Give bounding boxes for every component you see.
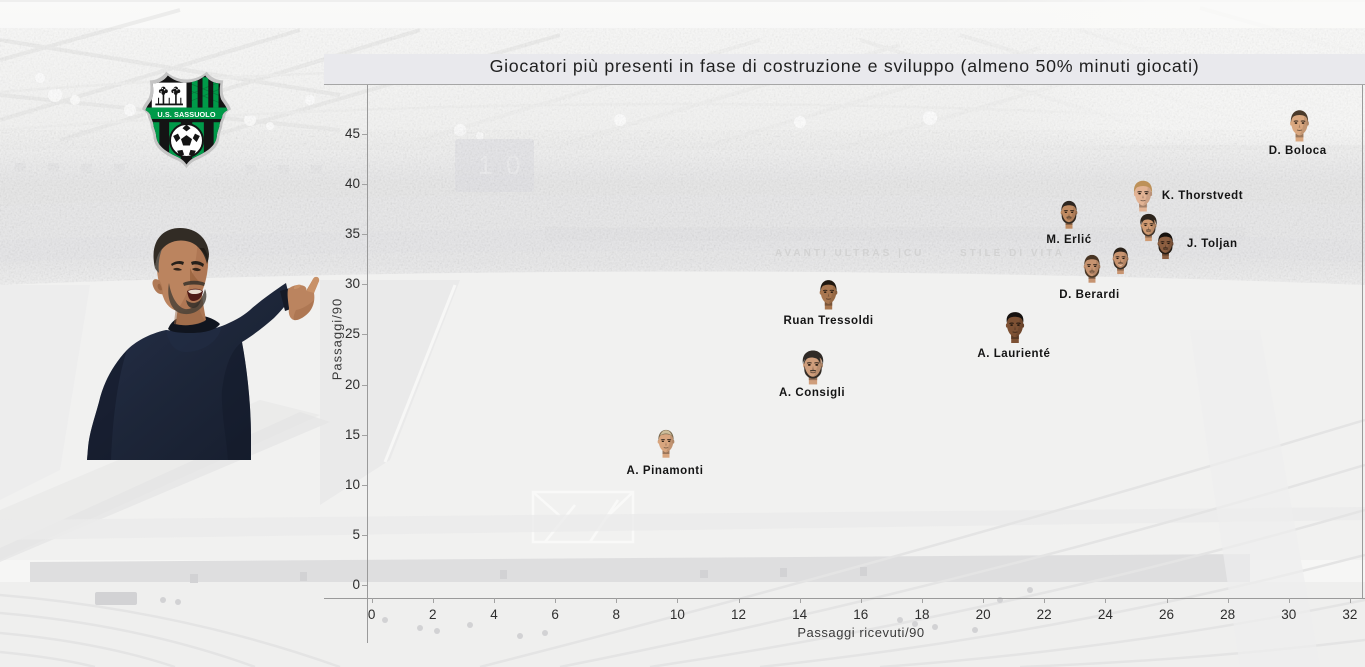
svg-text:U.S. SASSUOLO: U.S. SASSUOLO [157,110,215,119]
svg-text:AVANTI ULTRAS |CU: AVANTI ULTRAS |CU [775,248,924,259]
svg-text:STILE DI VITA: STILE DI VITA [960,248,1065,259]
